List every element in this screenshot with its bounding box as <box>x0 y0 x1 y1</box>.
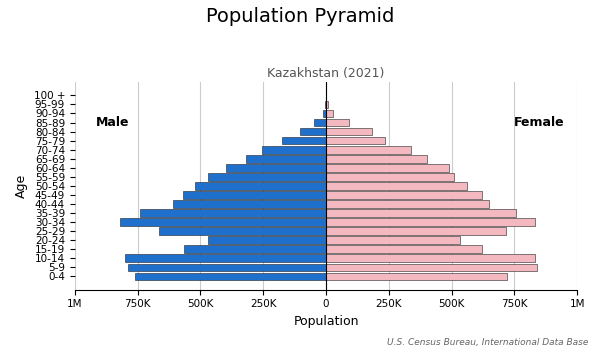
Bar <box>208 173 326 181</box>
Bar <box>226 164 326 172</box>
Bar <box>159 227 326 235</box>
Bar <box>135 273 326 280</box>
Text: Male: Male <box>96 116 129 129</box>
X-axis label: Population: Population <box>293 315 359 328</box>
Bar <box>326 264 537 271</box>
Bar <box>125 254 326 262</box>
Bar <box>184 245 326 253</box>
Title: Kazakhstan (2021): Kazakhstan (2021) <box>268 66 385 79</box>
Bar <box>325 100 326 108</box>
Bar <box>326 100 328 108</box>
Bar <box>282 137 326 145</box>
Bar <box>183 191 326 199</box>
Y-axis label: Age: Age <box>15 174 28 198</box>
Bar <box>196 182 326 190</box>
Bar <box>262 146 326 154</box>
Bar <box>326 146 412 154</box>
Bar <box>326 155 427 162</box>
Bar <box>120 218 326 226</box>
Bar <box>326 182 467 190</box>
Bar <box>326 209 515 217</box>
Bar <box>299 128 326 135</box>
Bar <box>326 254 535 262</box>
Bar <box>128 264 326 271</box>
Bar <box>326 236 460 244</box>
Bar <box>326 218 535 226</box>
Text: Population Pyramid: Population Pyramid <box>206 7 394 26</box>
Bar <box>326 137 385 145</box>
Text: U.S. Census Bureau, International Data Base: U.S. Census Bureau, International Data B… <box>386 337 588 346</box>
Bar <box>140 209 326 217</box>
Bar <box>326 128 373 135</box>
Bar <box>208 236 326 244</box>
Bar <box>326 110 333 117</box>
Bar <box>323 110 326 117</box>
Bar <box>326 245 482 253</box>
Bar <box>173 200 326 208</box>
Bar <box>326 227 506 235</box>
Bar <box>326 200 490 208</box>
Bar <box>326 191 482 199</box>
Bar <box>245 155 326 162</box>
Bar <box>326 164 449 172</box>
Text: Female: Female <box>514 116 565 129</box>
Bar <box>326 119 349 126</box>
Bar <box>326 173 454 181</box>
Bar <box>326 273 507 280</box>
Bar <box>314 119 326 126</box>
